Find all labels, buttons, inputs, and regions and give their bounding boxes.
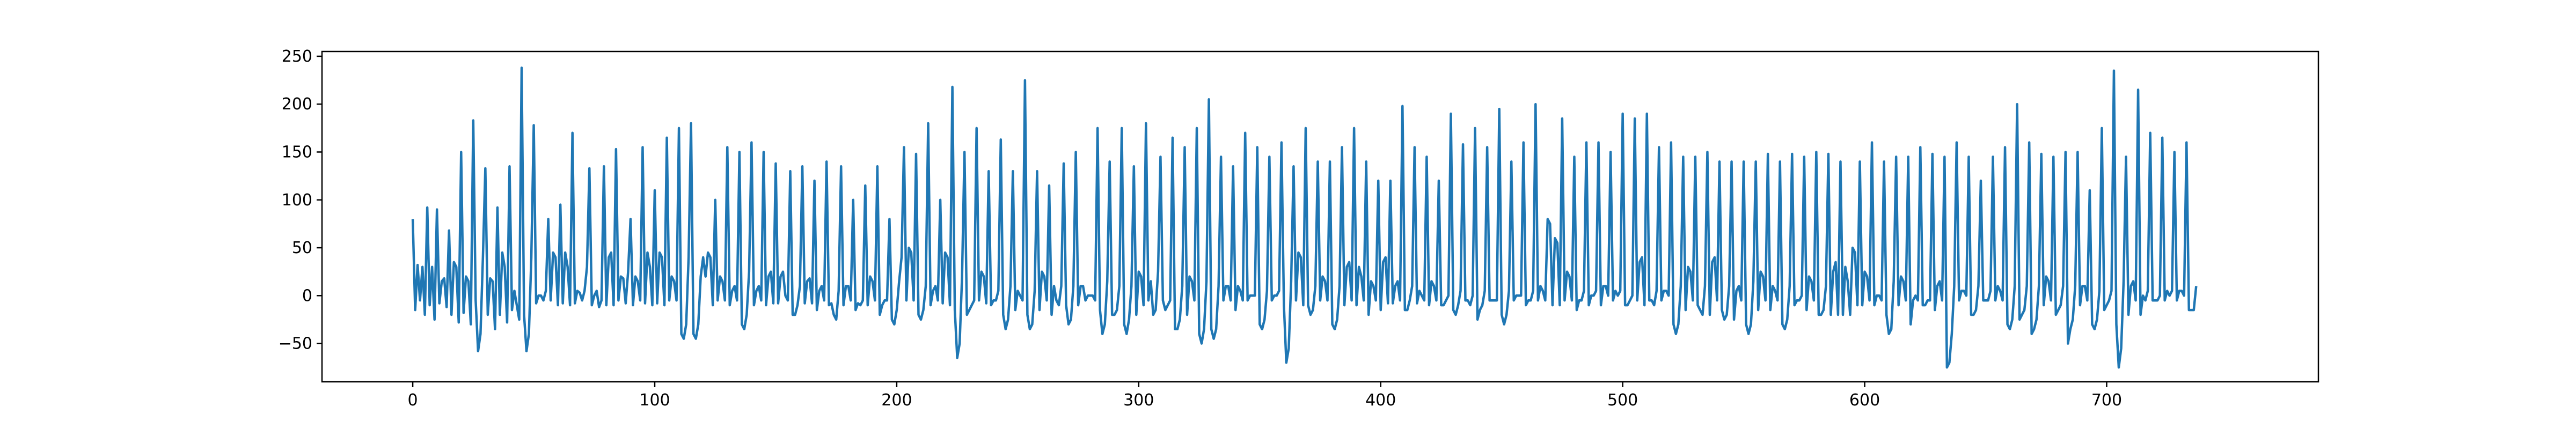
plot-frame [321,50,2319,383]
y-tick-label: −50 [279,335,312,353]
x-tick-label: 400 [1365,391,1396,410]
plot-area [411,66,2198,369]
y-tick-label: 200 [282,95,312,114]
x-tick-label: 600 [1849,391,1880,410]
y-tick-label: 0 [302,286,312,305]
x-tick-label: 500 [1607,391,1638,410]
series-line-0 [411,66,2198,369]
y-tick-label: 250 [282,47,312,66]
y-tick-label: 100 [282,191,312,210]
x-tick-label: 700 [2091,391,2122,410]
x-tick-label: 200 [881,391,912,410]
x-tick-label: 100 [639,391,670,410]
x-tick-label: 300 [1123,391,1154,410]
x-axis: 0 100 200 300 400 500 600 700 [408,382,2122,410]
y-axis: −50 0 50 100 150 200 250 [279,47,322,353]
y-tick-label: 50 [292,239,312,257]
y-tick-label: 150 [282,143,312,161]
x-tick-label: 0 [408,391,418,410]
